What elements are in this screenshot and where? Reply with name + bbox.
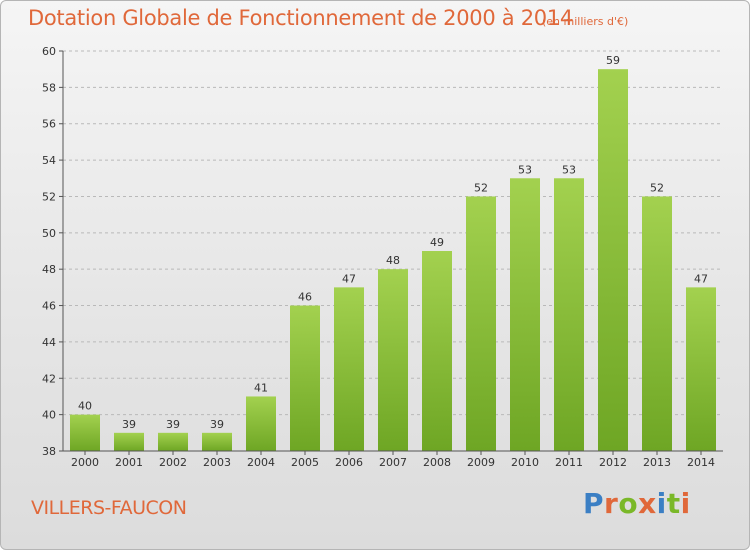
logo-letter: o	[618, 487, 639, 520]
proxiti-logo[interactable]: Proxiti	[583, 487, 691, 520]
bar[interactable]	[510, 178, 540, 452]
data-label: 52	[474, 181, 488, 194]
x-tick-label: 2012	[599, 456, 627, 469]
y-tick-label: 48	[42, 263, 56, 276]
y-tick-label: 50	[42, 227, 56, 240]
logo-letter: x	[638, 487, 657, 520]
bar[interactable]	[422, 251, 452, 451]
data-label: 59	[606, 54, 620, 67]
x-tick-label: 2013	[643, 456, 671, 469]
data-label: 47	[694, 272, 708, 285]
x-tick-label: 2004	[247, 456, 275, 469]
bar[interactable]	[378, 269, 408, 451]
x-tick-label: 2005	[291, 456, 319, 469]
bar[interactable]	[598, 69, 628, 451]
bar[interactable]	[202, 432, 232, 451]
bar[interactable]	[246, 396, 276, 451]
y-tick-label: 40	[42, 409, 56, 422]
data-label: 46	[298, 291, 312, 304]
data-label: 53	[562, 163, 576, 176]
bars: 40 39 39 39 41 46 47 48 49 52 53 53 59 52 47	[70, 54, 716, 452]
y-tick-label: 54	[42, 154, 56, 167]
x-tick-label: 2010	[511, 456, 539, 469]
chart-unit: (en milliers d'€)	[542, 15, 629, 28]
x-tick-label: 2009	[467, 456, 495, 469]
bar[interactable]	[70, 414, 100, 451]
data-label: 41	[254, 381, 268, 394]
logo-letter: r	[604, 487, 619, 520]
data-label: 49	[430, 236, 444, 249]
x-tick-label: 2001	[115, 456, 143, 469]
x-tick-label: 2006	[335, 456, 363, 469]
bar[interactable]	[290, 305, 320, 451]
data-label: 47	[342, 272, 356, 285]
x-tick-label: 2000	[71, 456, 99, 469]
logo-letter: i	[656, 487, 667, 520]
y-tick-label: 60	[42, 45, 56, 58]
logo-letter: t	[666, 487, 681, 520]
bar[interactable]	[554, 178, 584, 452]
x-tick-label: 2014	[687, 456, 715, 469]
bar[interactable]	[158, 432, 188, 451]
bar[interactable]	[114, 432, 144, 451]
data-label: 39	[122, 418, 136, 431]
bar[interactable]	[686, 287, 716, 451]
data-label: 53	[518, 163, 532, 176]
chart-title: Dotation Globale de Fonctionnement de 20…	[28, 6, 573, 30]
data-label: 39	[166, 418, 180, 431]
x-tick-label: 2003	[203, 456, 231, 469]
data-label: 39	[210, 418, 224, 431]
bar[interactable]	[466, 196, 496, 451]
commune-name: VILLERS-FAUCON	[31, 497, 187, 519]
x-tick-label: 2002	[159, 456, 187, 469]
y-tick-label: 52	[42, 190, 56, 203]
y-tick-label: 58	[42, 81, 56, 94]
data-label: 48	[386, 254, 400, 267]
y-tick-label: 44	[42, 336, 56, 349]
logo-letter: i	[680, 487, 691, 520]
bar[interactable]	[642, 196, 672, 451]
y-tick-label: 46	[42, 300, 56, 313]
x-tick-label: 2008	[423, 456, 451, 469]
logo-letter: P	[583, 487, 605, 520]
y-tick-label: 38	[42, 445, 56, 458]
x-tick-label: 2011	[555, 456, 583, 469]
data-label: 40	[78, 400, 92, 413]
bar[interactable]	[334, 287, 364, 451]
x-tick-label: 2007	[379, 456, 407, 469]
y-tick-label: 42	[42, 372, 56, 385]
data-label: 52	[650, 181, 664, 194]
y-tick-label: 56	[42, 118, 56, 131]
axes: 38 40 42 44 46 48 50 52 54 56 58 60 2000 2001 2002 2003…	[42, 45, 723, 469]
